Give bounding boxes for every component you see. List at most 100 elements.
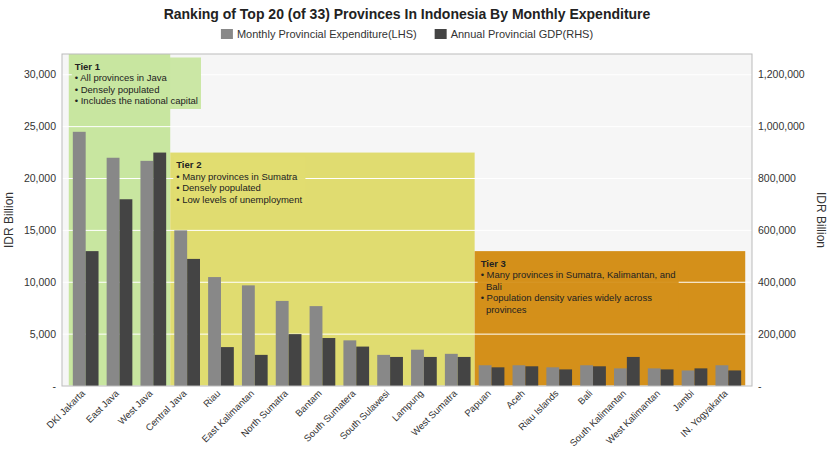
bar (695, 368, 708, 386)
bar (86, 251, 99, 386)
x-tick-label: South Kalimantan (567, 388, 628, 449)
bar (390, 357, 403, 386)
bar (208, 277, 221, 386)
grid-line (62, 126, 752, 127)
x-tick-label: North Sumatra (239, 387, 291, 439)
bar (107, 158, 120, 386)
legend-label: Monthly Provincial Expenditure(LHS) (237, 28, 417, 40)
bar (627, 357, 640, 386)
bar (343, 340, 356, 386)
x-tick-label: West Kalimantan (604, 388, 662, 446)
y-tick-label: - (53, 380, 57, 392)
tier-annotation-text: Tier 1• All provinces in Java• Densely p… (75, 61, 198, 107)
tier-annotation-line: • Population density varies widely acros… (481, 292, 652, 303)
bar (492, 367, 505, 386)
y-axis-label: IDR Billion (2, 192, 16, 248)
bar (479, 365, 492, 386)
tier-annotation: Tier 2• Many provinces in Sumatra• Dense… (173, 156, 305, 208)
bar (242, 285, 255, 386)
x-tick-label: DKI Jakarta (44, 387, 87, 430)
bar (614, 368, 627, 386)
tier-annotation-line: • Many provinces in Sumatra, Kalimantan,… (481, 269, 676, 280)
legend-swatch (435, 29, 447, 39)
bar (411, 350, 424, 386)
legend-swatch (221, 29, 233, 39)
x-tick-label: Jambi (670, 388, 696, 414)
tier-annotation-box (478, 255, 679, 318)
x-tick-label: Riau Islands (516, 387, 561, 432)
bar (73, 132, 86, 386)
bar (377, 355, 390, 386)
bar (120, 199, 133, 386)
bar (187, 259, 200, 386)
tier-annotation-line: • Many provinces in Sumatra (176, 171, 298, 182)
bar (458, 357, 471, 386)
tier-annotation-line: provinces (481, 304, 527, 315)
y2-tick-label: 400,000 (758, 276, 796, 288)
legend-label: Annual Provincial GDP(RHS) (451, 28, 593, 40)
tier-annotation-line: • Includes the national capital (75, 95, 198, 106)
tier-annotation-line: • All provinces in Java (75, 72, 168, 83)
bar (525, 366, 538, 386)
bar (289, 334, 302, 386)
bar (310, 306, 323, 386)
bar (580, 365, 593, 386)
y-tick-label: 15,000 (24, 224, 56, 236)
tier-annotation-line: Bali (481, 281, 502, 292)
x-tick-label: Aceh (504, 388, 527, 411)
tier-annotation-box (173, 156, 305, 208)
bar (715, 365, 728, 386)
bar (661, 369, 674, 386)
tier-annotation-line: • Low levels of unemployment (176, 194, 302, 205)
y2-tick-label: 1,000,000 (758, 120, 805, 132)
y-tick-label: 25,000 (24, 120, 56, 132)
tier-annotation-line: • Densely populated (176, 182, 261, 193)
title: Ranking of Top 20 (of 33) Provinces In I… (164, 6, 651, 22)
bar (445, 354, 458, 386)
bar (356, 347, 369, 386)
bar (559, 369, 572, 386)
y-tick-label: 10,000 (24, 276, 56, 288)
tier-annotation: Tier 3• Many provinces in Sumatra, Kalim… (478, 255, 679, 318)
y2-tick-label: 200,000 (758, 328, 796, 340)
x-tick-label: Papuan (462, 388, 493, 419)
x-tick-label: West Sumatra (409, 387, 460, 438)
tier-annotation-line: • Densely populated (75, 84, 160, 95)
tier-annotation-text: Tier 3• Many provinces in Sumatra, Kalim… (481, 258, 676, 315)
y-tick-label: 5,000 (30, 328, 56, 340)
bar (546, 367, 559, 386)
bar (140, 161, 153, 386)
y2-tick-label: 800,000 (758, 172, 796, 184)
tier-span (475, 251, 746, 386)
bar (276, 301, 289, 386)
bar (255, 355, 268, 386)
y-tick-label: 30,000 (24, 68, 56, 80)
bar (424, 357, 437, 386)
plot-frame (62, 54, 752, 386)
bar (221, 347, 234, 386)
tier-annotation-line: Tier 1 (75, 61, 101, 72)
y2-axis-label: IDR Billion (814, 192, 828, 248)
y2-tick-label: 600,000 (758, 224, 796, 236)
bar (322, 338, 335, 386)
tier-annotation: Tier 1• All provinces in Java• Densely p… (72, 58, 201, 110)
y-tick-label: 20,000 (24, 172, 56, 184)
x-tick-label: Central Java (143, 387, 189, 433)
bar (682, 370, 695, 386)
tier-annotation-line: Tier 3 (481, 258, 506, 269)
bar (648, 368, 661, 386)
y2-tick-label: - (758, 380, 762, 392)
y2-tick-label: 1,200,000 (758, 68, 805, 80)
plot-area (62, 54, 752, 386)
tier-span (170, 153, 474, 386)
x-tick-label: Bali (575, 388, 594, 407)
bar (153, 153, 166, 386)
tier-annotation-text: Tier 2• Many provinces in Sumatra• Dense… (176, 159, 302, 205)
plot-background (62, 54, 752, 386)
x-tick-label: Bantam (293, 388, 324, 419)
x-tick-label: South Sulawesi (337, 388, 391, 442)
chart: Tier 1• All provinces in Java• Densely p… (0, 0, 830, 465)
bar (593, 366, 606, 386)
x-tick-label: IN. Yogyakarta (678, 387, 730, 439)
bar (513, 365, 526, 386)
